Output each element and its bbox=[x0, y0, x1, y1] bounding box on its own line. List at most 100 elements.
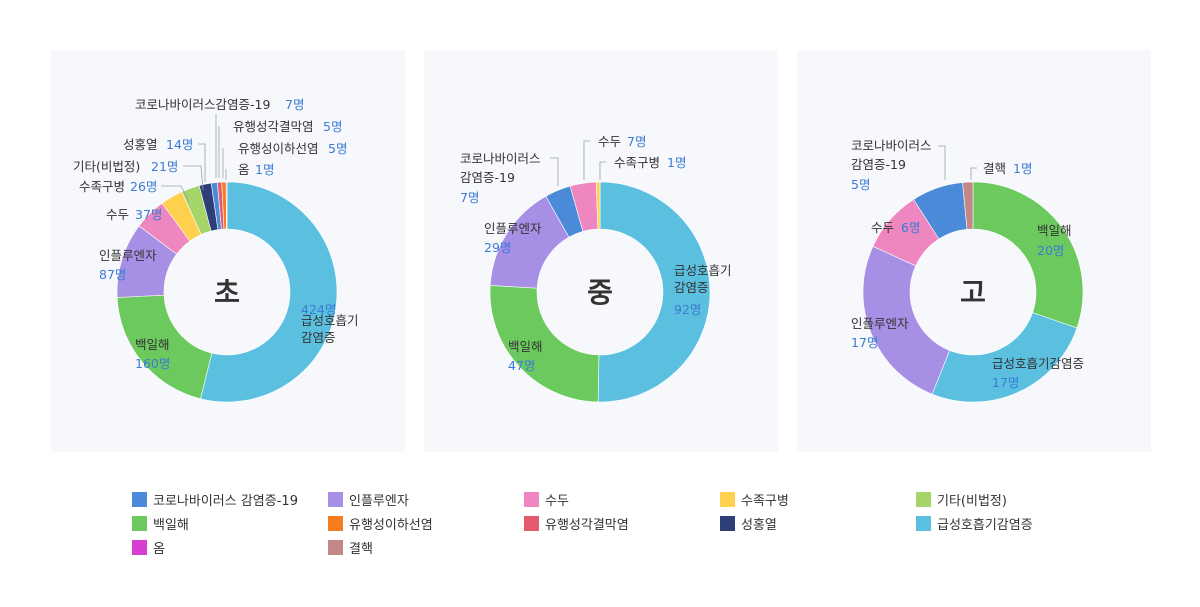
slice-label: 기타(비법정) bbox=[73, 159, 140, 174]
slice-label: 감염증-19 bbox=[460, 170, 515, 185]
leader-line bbox=[198, 143, 206, 182]
legend-item: 성홍열 bbox=[720, 514, 916, 533]
slice-value-label: 5명 bbox=[323, 119, 342, 134]
slice-label: 급성호흡기 bbox=[301, 313, 359, 328]
donut-center-label: 고 bbox=[960, 276, 986, 309]
slice-value-label: 1명 bbox=[255, 162, 274, 177]
slice-value-label: 26명 bbox=[130, 179, 157, 194]
slice-label: 코로나바이러스 bbox=[851, 138, 932, 153]
slice-label: 인플루엔자 bbox=[484, 221, 542, 236]
chart-panel-middle: 중 급성호흡기 감염증 92명 백일해 47명 인플루엔자 29명 코로나바이러스 감염증-19 7… bbox=[424, 50, 778, 452]
slice-label: 수두 bbox=[598, 134, 621, 149]
slice-value-label: 17명 bbox=[992, 375, 1019, 390]
donut-slice bbox=[489, 285, 600, 403]
legend-swatch bbox=[132, 539, 147, 555]
slice-label: 백일해 bbox=[508, 339, 543, 354]
legend-label: 코로나바이러스 감염증-19 bbox=[153, 493, 298, 509]
leader-line bbox=[183, 165, 204, 191]
leader-line bbox=[599, 161, 606, 180]
donut-slice bbox=[225, 181, 228, 230]
legend-label: 결핵 bbox=[349, 541, 373, 557]
legend-item: 옴 bbox=[132, 538, 328, 557]
legend-swatch bbox=[328, 515, 343, 531]
donut-slice bbox=[972, 181, 1084, 329]
legend-label: 기타(비법정) bbox=[937, 493, 1007, 509]
legend-item: 유행성이하선염 bbox=[328, 514, 524, 533]
slice-label: 옴 bbox=[238, 162, 250, 177]
donut-slice bbox=[862, 245, 950, 395]
slice-value-label: 21명 bbox=[151, 159, 178, 174]
slice-label: 유행성각결막염 bbox=[233, 119, 314, 134]
legend-swatch bbox=[916, 515, 931, 531]
donut-slice bbox=[200, 181, 338, 403]
leader-line bbox=[583, 140, 590, 180]
slice-label: 백일해 bbox=[135, 337, 170, 352]
legend-item: 수족구병 bbox=[720, 490, 916, 509]
chart-panel-high: 고 백일해 20명 급성호흡기감염증 17명 인플루엔자 17명 수두 6명 코로나바이러스 감염증… bbox=[797, 50, 1151, 452]
slice-value-label: 29명 bbox=[484, 240, 511, 255]
slice-label: 코로나바이러스감염증-19 bbox=[135, 97, 270, 112]
slice-label: 감염증 bbox=[674, 280, 709, 295]
slice-value-label: 7명 bbox=[460, 190, 479, 205]
legend-swatch bbox=[720, 491, 735, 507]
slice-label: 유행성이하선염 bbox=[238, 141, 319, 156]
slice-value-label: 7명 bbox=[627, 134, 646, 149]
legend-label: 수족구병 bbox=[741, 493, 789, 509]
slice-label: 수족구병 bbox=[614, 155, 660, 170]
legend-label: 인플루엔자 bbox=[349, 493, 409, 509]
leader-line bbox=[938, 145, 946, 180]
slice-value-label: 1명 bbox=[667, 155, 686, 170]
legend-label: 유행성각결막염 bbox=[545, 517, 629, 533]
leader-line bbox=[550, 157, 559, 186]
legend-swatch bbox=[132, 491, 147, 507]
chart-panel-elementary: 초 급성호흡기 감염증 424명 백일해 160명 인플루엔자 87명 수두 37명 수족구병 26명… bbox=[51, 50, 405, 452]
slice-value-label: 92명 bbox=[674, 302, 701, 317]
legend-label: 성홍열 bbox=[741, 517, 777, 533]
slice-value-label: 5명 bbox=[851, 177, 870, 192]
slice-value-label: 1명 bbox=[1013, 161, 1032, 176]
slice-value-label: 5명 bbox=[328, 141, 347, 156]
donut-slice bbox=[931, 312, 1078, 403]
slice-value-label: 47명 bbox=[508, 358, 535, 373]
legend-swatch bbox=[132, 515, 147, 531]
slice-label: 결핵 bbox=[983, 161, 1006, 176]
donut-center-label: 초 bbox=[214, 276, 240, 309]
donut-slice bbox=[595, 181, 601, 230]
slice-label: 코로나바이러스 bbox=[460, 151, 541, 166]
chart-legend: 코로나바이러스 감염증-19 인플루엔자 수두 수족구병 기타(비법정) 백일해 유행성이하… bbox=[132, 490, 1112, 557]
slice-label: 인플루엔자 bbox=[99, 248, 157, 263]
legend-swatch bbox=[328, 491, 343, 507]
legend-label: 백일해 bbox=[153, 517, 189, 533]
slice-value-label: 160명 bbox=[135, 356, 170, 371]
slice-label: 성홍열 bbox=[123, 137, 158, 152]
slice-value-label: 6명 bbox=[901, 220, 920, 235]
slice-label: 수두 bbox=[871, 220, 894, 235]
slice-label: 급성호흡기감염증 bbox=[992, 356, 1084, 371]
legend-item: 백일해 bbox=[132, 514, 328, 533]
legend-swatch bbox=[720, 515, 735, 531]
legend-label: 유행성이하선염 bbox=[349, 517, 433, 533]
legend-swatch bbox=[524, 515, 539, 531]
legend-item: 인플루엔자 bbox=[328, 490, 524, 509]
leader-line bbox=[970, 167, 977, 180]
slice-value-label: 7명 bbox=[285, 97, 304, 112]
donut-slice bbox=[962, 181, 974, 230]
slice-value-label: 87명 bbox=[99, 267, 126, 282]
legend-item: 기타(비법정) bbox=[916, 490, 1112, 509]
slice-label: 백일해 bbox=[1037, 223, 1072, 238]
legend-swatch bbox=[524, 491, 539, 507]
legend-label: 옴 bbox=[153, 541, 165, 557]
slice-value-label: 14명 bbox=[166, 137, 193, 152]
legend-item: 급성호흡기감염증 bbox=[916, 514, 1112, 533]
donut-slice bbox=[597, 181, 711, 403]
slice-value-label: 37명 bbox=[135, 207, 162, 222]
legend-label: 급성호흡기감염증 bbox=[937, 517, 1033, 533]
legend-label: 수두 bbox=[545, 493, 569, 509]
slice-label: 감염증-19 bbox=[851, 157, 906, 172]
slice-label: 수두 bbox=[106, 207, 129, 222]
slice-label: 감염증 bbox=[301, 330, 336, 345]
legend-item: 코로나바이러스 감염증-19 bbox=[132, 490, 328, 509]
